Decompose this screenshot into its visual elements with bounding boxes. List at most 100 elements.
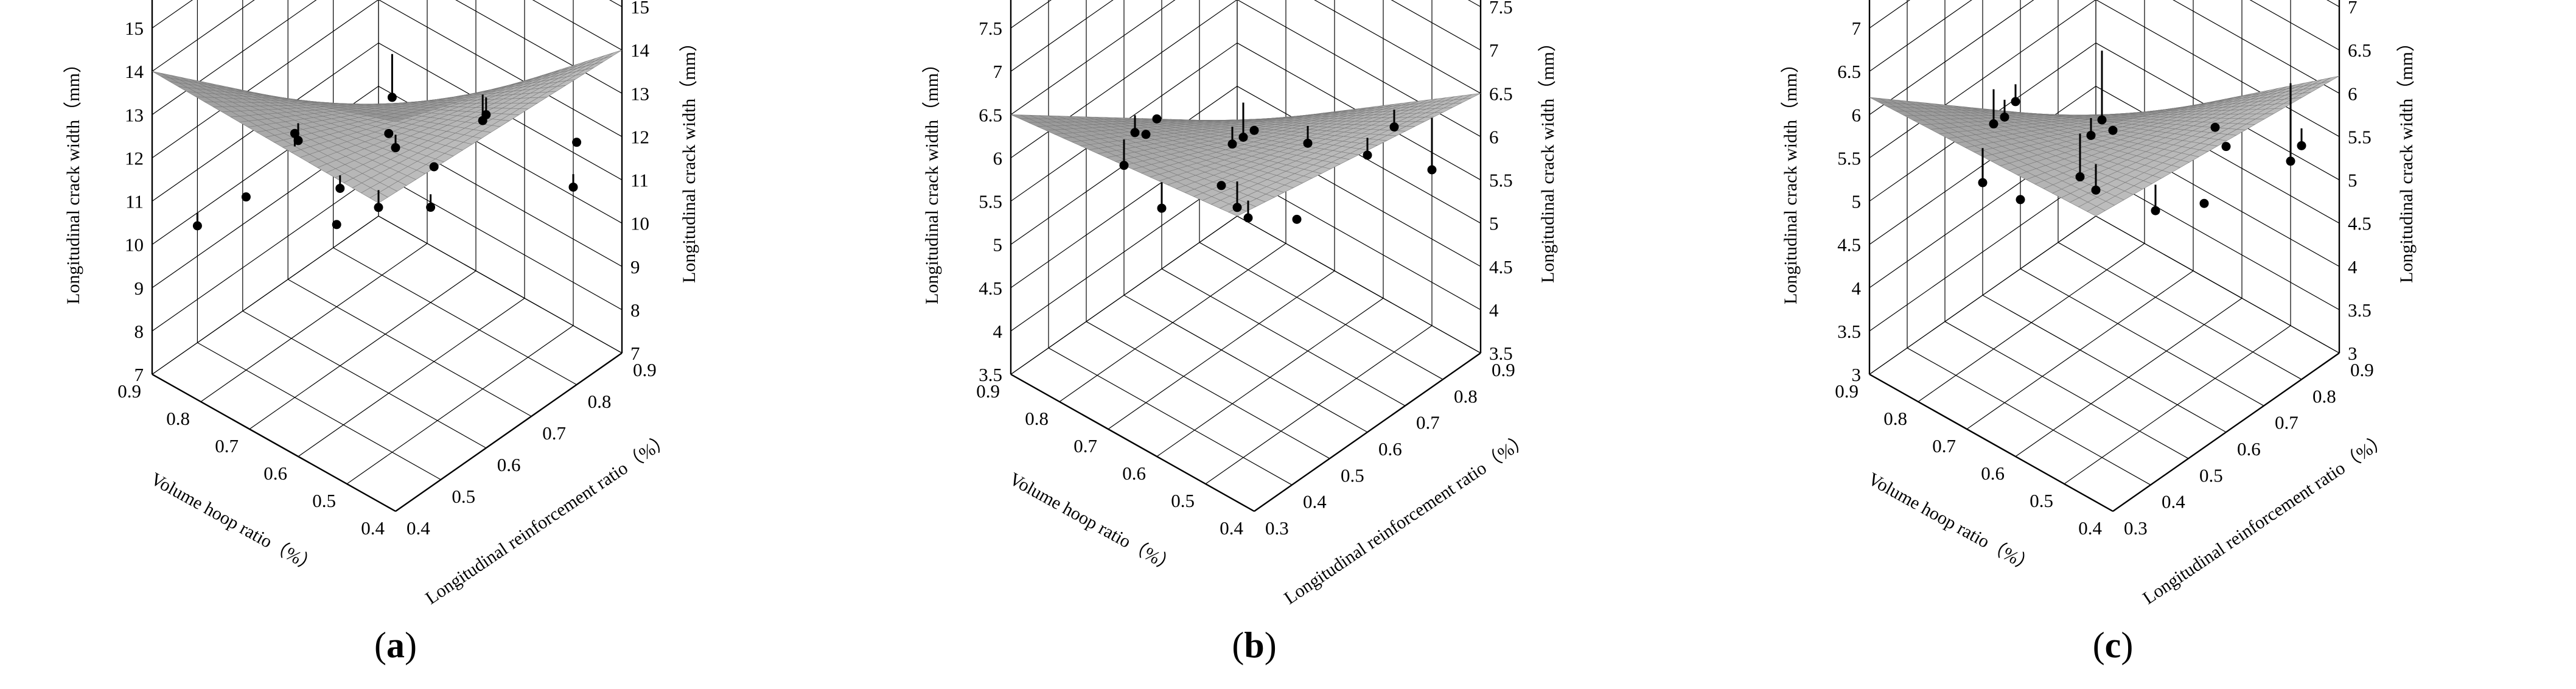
y-tick-label: 0.4 (2162, 491, 2185, 512)
grid-line-z (455, 0, 623, 94)
z-tick-label-left: 5 (993, 234, 1003, 256)
data-point (2199, 198, 2209, 208)
grid-line-y-floor (1944, 321, 2189, 459)
y-axis-line (1254, 352, 1481, 512)
grid-line-z (2095, 86, 2340, 224)
grid-line-y-floor (2095, 215, 2340, 354)
z-axis-label-left: Longitudinal crack width（mm） (63, 55, 83, 304)
z-tick-label-left: 3.5 (1837, 321, 1861, 342)
grid-line-z (1391, 0, 1481, 51)
z-tick-label-left: 4.5 (1837, 234, 1861, 256)
y-tick-label: 0.9 (2350, 359, 2374, 380)
panel-label-close: ) (405, 625, 417, 665)
x-tick-label: 0.7 (1932, 435, 1956, 456)
data-point (391, 143, 400, 153)
data-point (2297, 141, 2306, 150)
z-tick-label-right: 4.5 (2348, 213, 2372, 234)
y-tick-label: 0.3 (1265, 517, 1289, 539)
data-point (1978, 178, 1988, 187)
z-tick-label-right: 7 (2348, 0, 2358, 18)
chart-panel-a: 77889910101111121213131414151516160.40.5… (0, 0, 859, 689)
grid-line-y-floor (1907, 348, 2151, 486)
y-axis-line (2112, 352, 2340, 512)
y-tick-label: 0.6 (497, 454, 521, 475)
response-surface (152, 49, 623, 204)
data-point (241, 192, 251, 202)
data-point (1303, 138, 1313, 148)
grid-line-y-floor (1048, 348, 1293, 486)
y-tick-label: 0.4 (407, 517, 430, 539)
panel-label-letter: c (2105, 625, 2121, 665)
z-tick-label-right: 3.5 (1489, 343, 1513, 364)
grid-line-y-floor (197, 342, 441, 480)
z-tick-label-left: 4 (993, 321, 1003, 342)
data-point (568, 182, 578, 192)
data-point (1238, 132, 1248, 142)
grid-line-z (152, 0, 255, 72)
x-tick-label: 0.5 (2030, 490, 2053, 511)
data-point (2151, 206, 2160, 215)
y-axis-label: Longitudinal reinforcement ratio（%） (2139, 429, 2392, 609)
x-tick-label: 0.4 (1220, 517, 1243, 539)
data-point (1292, 214, 1302, 224)
z-tick-label-right: 7 (1489, 40, 1499, 61)
z-tick-label-left: 5 (1852, 191, 1862, 212)
z-tick-label-right: 9 (630, 256, 640, 278)
x-tick-label: 0.6 (1981, 463, 2005, 484)
data-point (1243, 213, 1253, 223)
z-tick-label-right: 6 (1489, 126, 1499, 147)
data-point (2016, 195, 2025, 205)
data-point (1141, 130, 1151, 139)
z-tick-label-left: 12 (125, 147, 144, 169)
grid-line-x-floor (152, 215, 379, 375)
z-tick-label-left: 6 (993, 147, 1003, 169)
z-tick-label-right: 5 (2348, 170, 2358, 191)
panel-label: (b) (1232, 625, 1276, 665)
grid-line-y-floor (1237, 215, 1481, 354)
grid-line-y-floor (242, 310, 487, 449)
z-tick-label-left: 5.5 (979, 191, 1002, 212)
y-tick-label: 0.9 (1492, 359, 1515, 380)
z-axis-label-left: Longitudinal crack width（mm） (922, 55, 942, 304)
z-tick-label-right: 10 (630, 213, 649, 234)
grid-line-x-floor (346, 325, 574, 484)
data-point (2075, 172, 2085, 182)
x-tick-label: 0.9 (117, 380, 141, 402)
z-tick-label-left: 6.5 (979, 104, 1002, 125)
grid-line-y-floor (1161, 268, 1406, 407)
data-point (1363, 150, 1372, 160)
grid-line-y-floor (2020, 268, 2264, 407)
grid-line-y-floor (287, 279, 532, 417)
z-tick-label-left: 14 (125, 61, 144, 82)
z-tick-label-right: 5.5 (1489, 170, 1513, 191)
z-tick-label-left: 10 (125, 234, 144, 256)
panel-label-open: ( (2093, 625, 2105, 665)
chart-a-svg: 77889910101111121213131414151516160.40.5… (63, 0, 699, 665)
data-point (374, 203, 383, 212)
data-point (2097, 115, 2107, 125)
z-axis-label-right: Longitudinal crack width（mm） (679, 33, 699, 283)
data-point (478, 116, 487, 125)
x-tick-label: 0.4 (361, 517, 385, 539)
grid-line-z (609, 0, 623, 7)
y-tick-label: 0.8 (1454, 385, 1478, 407)
y-axis-label: Longitudinal reinforcement ratio（%） (422, 429, 674, 609)
data-point (1152, 114, 1162, 124)
grid-line-z (152, 172, 379, 332)
z-tick-label-left: 9 (134, 278, 144, 299)
response-surface (1010, 93, 1481, 217)
grid-line-z (2095, 0, 2340, 137)
z-tick-label-left: 4 (1852, 278, 1862, 299)
tick-labels: 77889910101111121213131414151516160.40.5… (117, 0, 657, 539)
z-tick-label-left: 3 (1852, 364, 1862, 385)
grid-line-y-floor (1199, 242, 1443, 380)
x-tick-label: 0.5 (1171, 490, 1195, 511)
grid-lines (1010, 0, 1481, 512)
x-tick-label: 0.4 (2078, 517, 2102, 539)
z-axis-label-right: Longitudinal crack width（mm） (2396, 33, 2417, 283)
data-point (2000, 112, 2009, 122)
x-axis-line (152, 373, 396, 512)
chart-c-svg: 333.53.5444.54.5555.55.5666.56.5777.57.5… (1781, 0, 2417, 665)
z-tick-label-right: 4 (2348, 256, 2358, 278)
